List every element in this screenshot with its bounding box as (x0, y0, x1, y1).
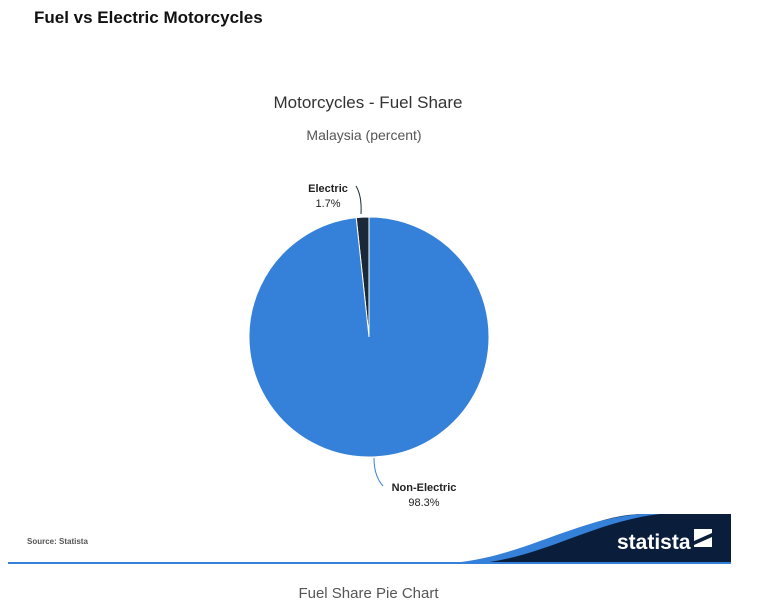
slice-label-non-electric: Non-Electric (392, 482, 457, 494)
electric-label-connector (355, 185, 362, 215)
statista-logo-text: statista (617, 531, 691, 554)
non-electric-label-connector (373, 457, 384, 487)
figure-caption: Fuel Share Pie Chart (298, 585, 439, 602)
footer-line (8, 562, 731, 564)
pie-slice-non-electric (248, 216, 490, 458)
chart-subtitle: Malaysia (percent) (306, 127, 421, 143)
slice-value-non-electric: 98.3% (408, 497, 439, 509)
source-text: Source: Statista (27, 537, 88, 546)
page-heading: Fuel vs Electric Motorcycles (34, 8, 263, 27)
slice-value-electric: 1.7% (315, 198, 340, 210)
statista-logo-icon (694, 529, 712, 547)
slice-label-electric: Electric (308, 183, 348, 195)
pie-slices (248, 216, 490, 458)
chart-title: Motorcycles - Fuel Share (274, 93, 463, 112)
footer-accent (440, 514, 660, 564)
footer-swoosh (8, 514, 731, 564)
